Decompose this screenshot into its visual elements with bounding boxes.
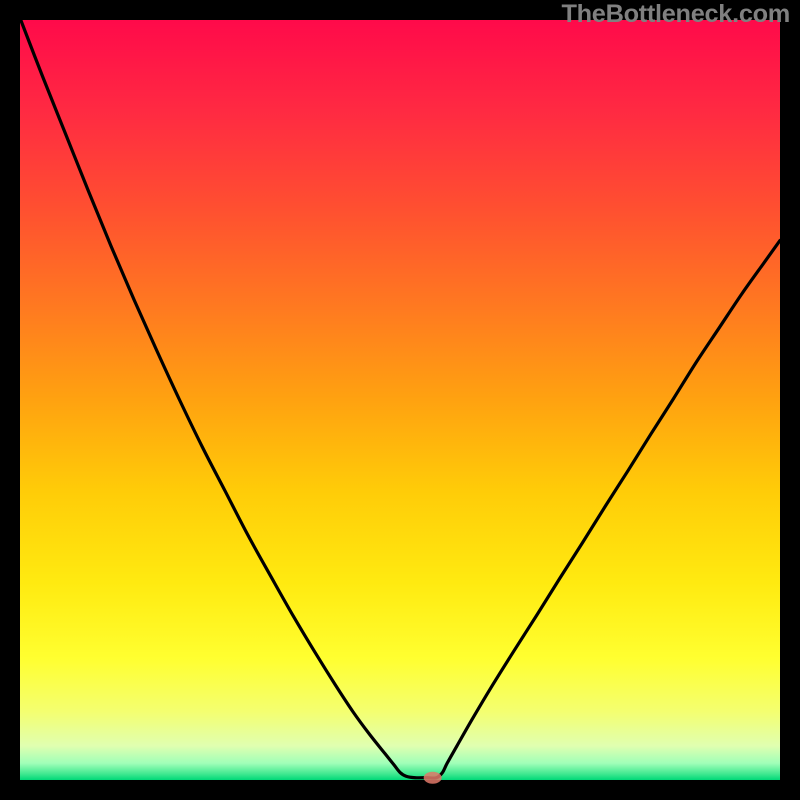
chart-canvas: { "canvas": { "width": 800, "height": 80… — [0, 0, 800, 800]
plot-background — [20, 20, 780, 780]
watermark-text: TheBottleneck.com — [561, 0, 790, 29]
minimum-marker — [424, 772, 442, 784]
chart-svg — [0, 0, 800, 800]
